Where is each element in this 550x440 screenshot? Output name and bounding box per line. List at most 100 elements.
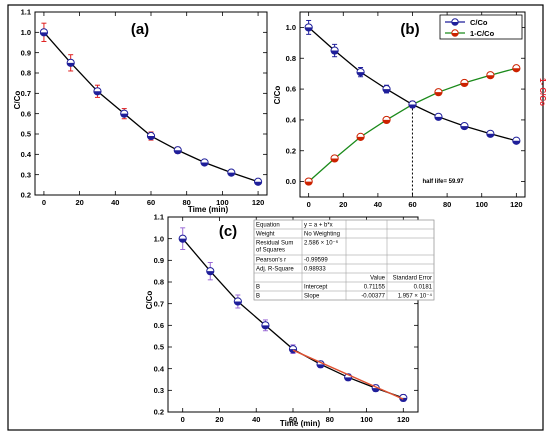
data-point-fill	[254, 181, 262, 186]
y-tick-label: 0.8	[154, 278, 164, 287]
fit-table-text: 1.957 × 10⁻⁴	[398, 293, 433, 300]
legend-label-1-c-co: 1-C/Co	[470, 29, 495, 38]
panel-label: (a)	[131, 21, 149, 38]
charts-layer: 0 20 40 60 80 100 120 0.2 0.3 0.4 0.5 0.6 0.7 0.8 0.9 1…	[13, 8, 547, 428]
y-tick-label: 1.0	[154, 234, 164, 243]
y-axis-label: C/Co	[13, 91, 22, 110]
data-point	[146, 131, 156, 141]
x-tick-label: 120	[252, 198, 265, 207]
data-point-1-c-co	[330, 154, 339, 163]
data-point-fill	[93, 91, 102, 95]
y-tick-label: 0.9	[154, 256, 164, 265]
data-point-fill	[331, 50, 339, 55]
data-point-fill	[120, 113, 128, 118]
x-tick-label: 60	[147, 198, 155, 207]
data-point-1-c-co-fill	[434, 92, 443, 96]
y-tick-label: 0.8	[286, 54, 296, 63]
data-point-fill	[382, 89, 391, 93]
data-point-fill	[372, 388, 380, 392]
legend-marker-1-c-co-fill	[451, 33, 459, 37]
fit-table-text: y = a + b*x	[304, 223, 333, 229]
x-tick-label: 40	[111, 198, 119, 207]
data-point-1-c-co	[460, 78, 469, 88]
fit-line	[292, 349, 404, 400]
fit-table-text: Adj. R-Square	[256, 267, 294, 273]
data-point	[486, 129, 495, 138]
fit-table-text: Pearson's r	[256, 258, 286, 264]
y-tick-label: 1.1	[21, 8, 31, 17]
x-tick-label: 80	[183, 198, 191, 207]
data-point-fill	[67, 62, 75, 67]
data-point-fill	[227, 172, 235, 177]
data-point	[93, 87, 102, 96]
data-point	[330, 46, 339, 55]
x-tick-label: 40	[374, 200, 382, 209]
y-tick-label: 0.3	[154, 386, 164, 395]
data-point-1-c-co-fill	[512, 68, 520, 72]
data-point-1-c-co-fill	[382, 119, 391, 124]
data-point	[66, 58, 75, 67]
data-point-1-c-co	[434, 88, 443, 97]
x-axis-label: Time (min)	[188, 205, 229, 214]
x-tick-label: 0	[307, 200, 311, 209]
data-point	[206, 267, 215, 276]
y-tick-label: 0.4	[154, 364, 165, 373]
x-tick-label: 100	[360, 415, 373, 424]
fit-table-text: Standard Error	[393, 276, 432, 282]
data-point-fill	[174, 150, 182, 154]
x-tick-label: 20	[75, 198, 83, 207]
x-tick-label: 120	[397, 415, 410, 424]
x-tick-label: 120	[510, 200, 523, 209]
fit-table: Equation y = a + b*x Weight No Weighting Res…	[253, 219, 435, 301]
fit-table-text: Slope	[304, 294, 320, 300]
fit-table-text: B	[256, 285, 260, 291]
data-point-fill	[289, 349, 297, 353]
data-point	[253, 177, 263, 186]
x-tick-label: 60	[289, 415, 297, 424]
data-point-fill	[40, 32, 48, 36]
data-point-1-c-co	[382, 115, 391, 125]
x-tick-label: 80	[443, 200, 451, 209]
data-point-fill	[234, 301, 242, 306]
data-point-1-c-co	[304, 177, 313, 186]
chart-c: 0 20 40 60 80 100 120 0.2 0.3 0.4 0.5 0.6 0.7 0.8 0.9 1…	[145, 213, 435, 428]
x-tick-label: 20	[339, 200, 347, 209]
fit-table-text: -0.99599	[304, 258, 328, 264]
y-tick-label: 0.2	[21, 191, 31, 200]
data-point-fill	[206, 271, 214, 275]
x-tick-label: 80	[326, 415, 334, 424]
y-tick-label: 0.9	[21, 48, 31, 57]
y-tick-label: 0.8	[21, 69, 31, 78]
fit-table-text: 0.98933	[304, 267, 326, 273]
y-tick-label: 0.4	[286, 116, 297, 125]
data-point-fill	[305, 27, 313, 32]
chart-b: 0 20 40 60 80 100 120 0.0 0.2 0.4 0.6 0.8 1.0 C/Co (b)…	[273, 11, 547, 209]
y-tick-label: 0.4	[21, 150, 32, 159]
fit-table-text: 0.0181	[414, 285, 433, 291]
data-point	[233, 297, 242, 306]
fit-table-text: Intercept	[304, 285, 328, 291]
data-point	[173, 146, 182, 155]
panel-label: (c)	[219, 223, 237, 240]
data-point-fill	[261, 325, 270, 329]
data-point-1-c-co-fill	[331, 158, 339, 163]
data-point	[408, 100, 417, 109]
data-point-fill	[200, 162, 209, 167]
y-tick-label: 1.1	[154, 213, 164, 222]
fit-table-text: B	[256, 294, 260, 300]
data-point	[460, 121, 469, 131]
legend-box	[439, 14, 523, 40]
fit-table-text: Value	[370, 276, 386, 282]
outer-border	[7, 4, 544, 431]
legend-marker-c-co	[451, 18, 459, 26]
data-point-1-c-co	[356, 132, 365, 141]
fit-table-text: 2.586 × 10⁻⁶	[304, 240, 339, 247]
x-tick-label: 100	[475, 200, 488, 209]
x-tick-label: 40	[252, 415, 260, 424]
x-tick-label: 0	[42, 198, 46, 207]
data-point-1-c-co-fill	[486, 75, 494, 79]
legend-marker-1-c-co	[451, 29, 459, 37]
y-tick-label: 0.6	[286, 85, 296, 94]
y-tick-label: 0.3	[21, 170, 31, 179]
y-axis-label: C/Co	[145, 291, 154, 310]
